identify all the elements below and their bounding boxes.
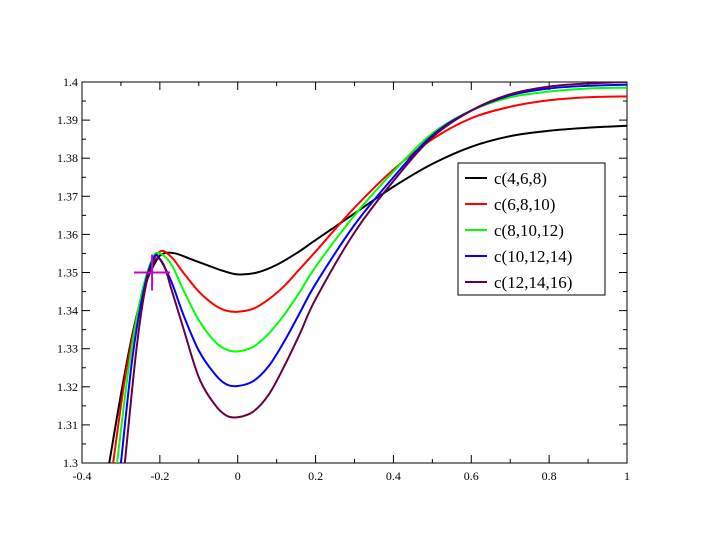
x-tick-label: 0.6 xyxy=(464,469,479,483)
y-tick-label: 1.3 xyxy=(63,456,78,470)
y-tick-label: 1.31 xyxy=(57,418,78,432)
marker-group xyxy=(134,254,171,291)
legend-label-2: c(6,8,10) xyxy=(494,195,555,214)
legend-label-5: c(12,14,16) xyxy=(494,273,572,292)
y-tick-label: 1.32 xyxy=(57,380,78,394)
y-tick-label: 1.37 xyxy=(57,189,78,203)
x-tick-label: 1 xyxy=(624,469,630,483)
cross-marker xyxy=(134,254,171,291)
y-tick-label: 1.39 xyxy=(57,113,78,127)
legend-label-3: c(8,10,12) xyxy=(494,221,564,240)
y-tick-label: 1.38 xyxy=(57,151,78,165)
x-tick-label: -0.4 xyxy=(73,469,92,483)
y-tick-label: 1.35 xyxy=(57,266,78,280)
y-tick-label: 1.34 xyxy=(57,304,78,318)
y-tick-label: 1.33 xyxy=(57,342,78,356)
x-tick-label: 0 xyxy=(235,469,241,483)
y-tick-label: 1.36 xyxy=(57,227,78,241)
legend-label-1: c(4,6,8) xyxy=(494,169,547,188)
series-line-5 xyxy=(123,82,627,463)
legend-label-4: c(10,12,14) xyxy=(494,247,572,266)
legend: c(4,6,8) c(6,8,10) c(8,10,12) c(10,12,14) c(… xyxy=(457,162,606,296)
y-tick-label: 1.4 xyxy=(63,75,78,89)
x-tick-label: 0.4 xyxy=(386,469,401,483)
x-tick-label: 0.2 xyxy=(308,469,323,483)
x-tick-label: -0.2 xyxy=(150,469,169,483)
x-tick-label: 0.8 xyxy=(542,469,557,483)
axis-ticks: -0.4 -0.2 0 0.2 0.4 0.6 0.8 1 1.3 1.31 1.32 1.33 1.3… xyxy=(57,75,630,483)
